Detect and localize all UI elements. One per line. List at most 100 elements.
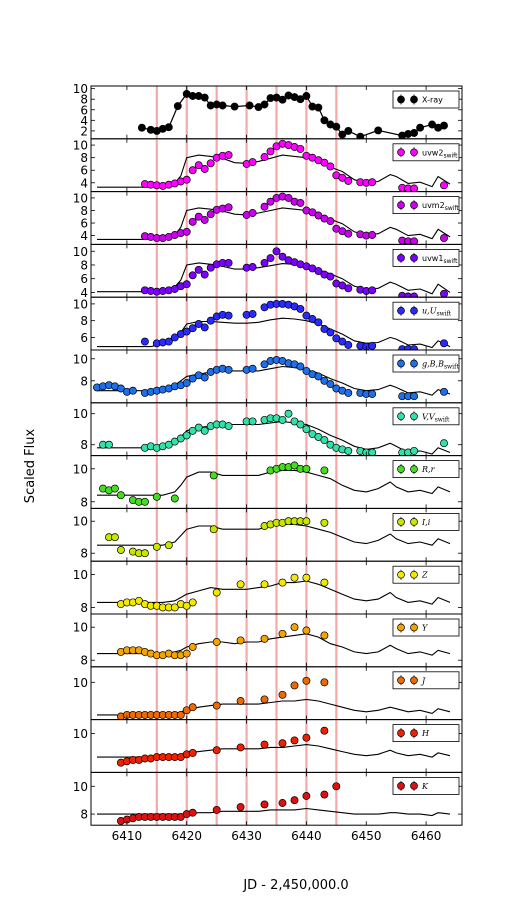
- y-tick-label: 10: [73, 297, 88, 311]
- data-point: [428, 120, 437, 129]
- data-point: [308, 208, 317, 217]
- y-tick-label: 6: [80, 103, 88, 117]
- y-tick-label: 8: [80, 495, 88, 509]
- data-point: [248, 158, 257, 167]
- data-point: [302, 366, 311, 375]
- data-point: [140, 549, 149, 558]
- data-point: [344, 341, 353, 349]
- legend-marker: [410, 782, 418, 790]
- legend-label: H: [421, 729, 430, 738]
- data-point: [200, 426, 209, 435]
- data-point: [326, 217, 335, 226]
- legend-marker: [410, 729, 418, 737]
- legend-frame: [392, 618, 460, 637]
- data-point: [320, 678, 329, 687]
- data-point: [278, 578, 287, 587]
- legend-marker: [410, 623, 418, 632]
- data-point: [368, 231, 377, 239]
- legend-frame: [392, 724, 460, 742]
- data-point: [302, 92, 311, 100]
- data-point: [248, 364, 257, 373]
- model-curve: [97, 207, 451, 240]
- data-point: [188, 748, 197, 757]
- data-point: [140, 337, 149, 346]
- y-tick-label: 10: [73, 515, 88, 529]
- data-point: [188, 217, 197, 226]
- data-point: [290, 623, 299, 632]
- data-point: [260, 360, 269, 369]
- panels-group: 246810X-ray46810uvw2swift46810uvm2swift4…: [73, 82, 463, 826]
- data-point: [374, 126, 383, 135]
- data-point: [260, 153, 269, 161]
- data-point: [344, 229, 353, 238]
- data-point: [128, 386, 137, 395]
- data-point: [200, 93, 209, 102]
- data-point: [296, 304, 305, 313]
- x-tick-label: 6460: [411, 829, 442, 843]
- legend-marker: [410, 254, 418, 262]
- model-curve: [97, 580, 451, 605]
- data-point: [260, 580, 269, 589]
- legend-marker: [410, 95, 418, 104]
- y-tick-label: 2: [80, 124, 88, 138]
- y-tick-label: 4: [80, 286, 88, 300]
- x-tick-label: 6410: [112, 829, 143, 843]
- data-point: [296, 144, 305, 153]
- data-point: [344, 446, 353, 455]
- y-tick-label: 10: [73, 568, 88, 582]
- data-point: [182, 649, 191, 658]
- panel-u-uswift: 6 8 10 u,Uswift: [73, 296, 463, 351]
- data-point: [188, 643, 197, 651]
- y-tick-label: 10: [73, 191, 88, 205]
- y-tick-label: 8: [80, 374, 88, 388]
- data-point: [194, 320, 203, 328]
- y-tick-label: 8: [80, 151, 88, 165]
- legend-marker: [397, 729, 405, 737]
- legend-marker: [397, 201, 405, 209]
- data-point: [188, 808, 197, 817]
- data-point: [266, 254, 275, 263]
- legend-marker: [397, 518, 405, 526]
- legend-label: V,Vswift: [422, 412, 450, 423]
- data-point: [236, 743, 245, 752]
- data-point: [188, 703, 197, 712]
- legend: u,Uswift: [392, 301, 460, 320]
- data-point: [236, 803, 245, 812]
- data-point: [302, 311, 311, 320]
- data-point: [230, 102, 239, 111]
- y-tick-label: 10: [73, 82, 88, 96]
- data-point: [188, 426, 197, 435]
- legend-marker: [410, 201, 418, 209]
- legend-marker: [410, 465, 418, 473]
- data-point: [116, 491, 125, 500]
- data-point: [326, 380, 335, 389]
- data-point: [110, 484, 119, 493]
- data-point: [224, 311, 233, 320]
- y-tick-label: 8: [80, 808, 88, 822]
- legend-frame: [392, 513, 460, 531]
- data-point: [356, 132, 365, 139]
- data-point: [290, 573, 299, 582]
- legend-frame: [392, 460, 460, 479]
- data-point: [188, 324, 197, 333]
- data-point: [105, 440, 113, 449]
- legend-frame: [392, 248, 460, 267]
- legend-label: R,r: [421, 465, 436, 474]
- legend-marker: [397, 254, 405, 262]
- x-tick-labels: 6410 6420 6430 6440 6450 6460: [112, 829, 442, 843]
- legend: g,B,Bswift: [392, 354, 460, 373]
- legend-marker: [410, 412, 418, 421]
- legend-label: Y: [422, 624, 428, 633]
- x-axis-label: JD - 2,450,000.0: [242, 878, 348, 893]
- panel-y: 8 10 Y: [73, 613, 463, 668]
- legend: uvm2swift: [392, 196, 460, 215]
- data-point: [224, 258, 233, 267]
- data-point: [260, 100, 269, 109]
- data-point: [212, 746, 221, 755]
- data-point: [320, 376, 329, 385]
- data-point: [290, 461, 299, 470]
- data-point: [170, 603, 179, 612]
- y-tick-label: 8: [80, 314, 88, 328]
